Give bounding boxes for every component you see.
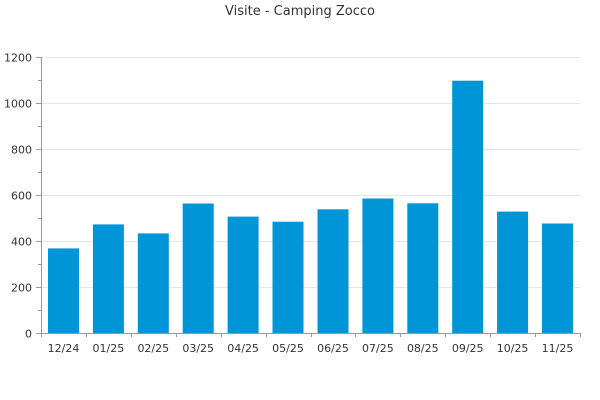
labels-layer: 0 200 400 600 800 1000 1200 12/24 01/25 02/25 03/2… <box>4 52 573 356</box>
x-tick-label: 01/25 <box>93 342 125 355</box>
bar <box>182 203 214 333</box>
x-tick-label: 07/25 <box>362 342 394 355</box>
bar <box>137 233 169 333</box>
grid-layer <box>41 57 580 288</box>
bar <box>227 216 259 333</box>
axes-layer <box>36 57 581 337</box>
x-tick-label: 06/25 <box>317 342 349 355</box>
bar <box>407 203 439 333</box>
y-tick-label: 1000 <box>4 98 32 111</box>
x-tick-label: 11/25 <box>542 342 574 355</box>
bar <box>497 211 529 333</box>
bar <box>362 198 394 333</box>
x-tick-label: 10/25 <box>497 342 529 355</box>
x-tick-label: 09/25 <box>452 342 484 355</box>
y-tick-label: 600 <box>11 190 32 203</box>
y-tick-label: 1200 <box>4 52 32 65</box>
bar <box>48 248 79 333</box>
x-tick-label: 03/25 <box>182 342 214 355</box>
bar <box>272 221 304 333</box>
bars-layer <box>48 80 573 333</box>
y-tick-label: 400 <box>11 236 32 249</box>
y-tick-label: 0 <box>25 328 32 341</box>
x-tick-label: 08/25 <box>407 342 439 355</box>
bar <box>542 223 573 333</box>
x-tick-label: 12/24 <box>48 342 80 355</box>
bar <box>452 80 484 333</box>
bar <box>92 224 124 333</box>
chart-title: Visite - Camping Zocco <box>225 4 375 19</box>
y-tick-label: 800 <box>11 144 32 157</box>
x-tick-label: 05/25 <box>272 342 304 355</box>
bar <box>317 209 349 333</box>
y-tick-label: 200 <box>11 282 32 295</box>
x-tick-label: 04/25 <box>227 342 259 355</box>
x-tick-label: 02/25 <box>137 342 169 355</box>
